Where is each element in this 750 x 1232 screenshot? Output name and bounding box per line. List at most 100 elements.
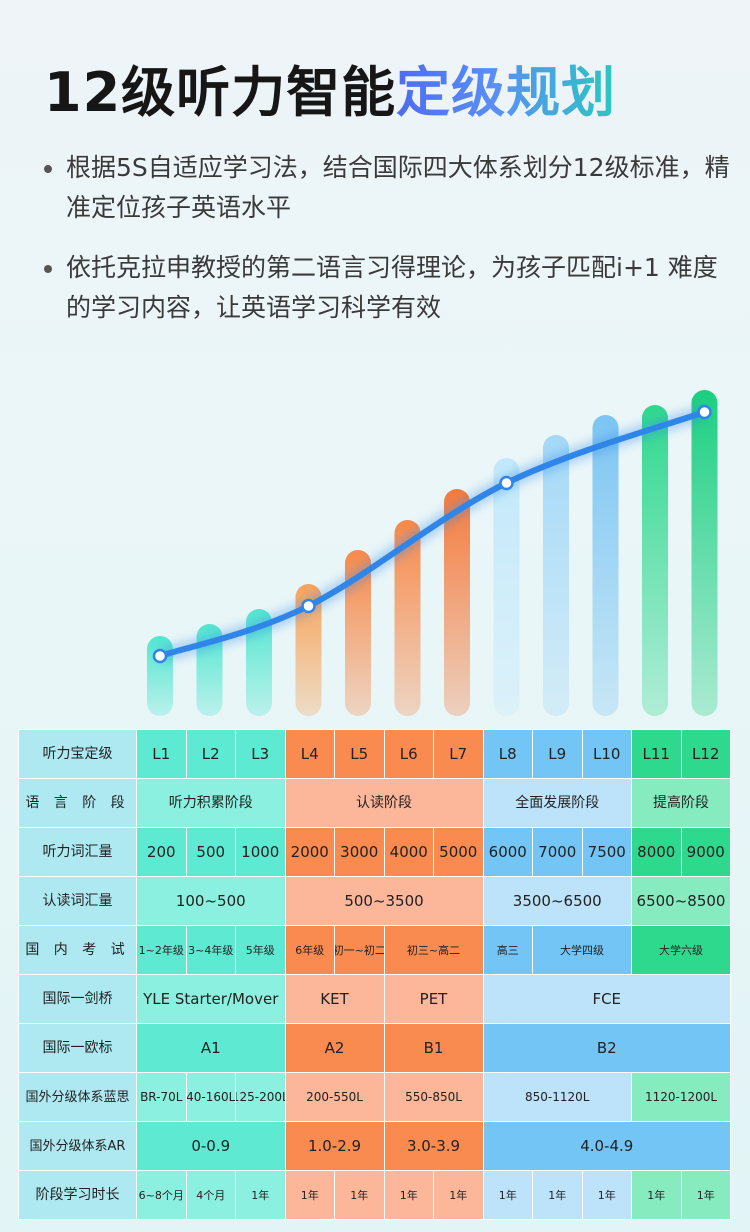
vocab-cell: 5000 bbox=[434, 828, 484, 877]
bullet-item: 根据5S自适应学习法，结合国际四大体系划分12级标准，精准定位孩子英语水平 bbox=[44, 148, 734, 228]
exam-cell: 初一~初二 bbox=[335, 926, 385, 975]
level-cell: L11 bbox=[632, 730, 682, 779]
bullet-dot-icon bbox=[44, 265, 52, 273]
bar-l10 bbox=[592, 415, 619, 716]
exam-cell: 大学六级 bbox=[632, 926, 731, 975]
duration-cell: 1年 bbox=[483, 1171, 533, 1220]
row-header-cambridge: 国际一剑桥 bbox=[19, 975, 137, 1024]
cambridge-cell: KET bbox=[285, 975, 385, 1024]
stage-cell: 听力积累阶段 bbox=[137, 779, 286, 828]
reading-vocab-cell: 500~3500 bbox=[285, 877, 484, 926]
row-header-listening-vocab: 听力词汇量 bbox=[19, 828, 137, 877]
bullet-text: 根据5S自适应学习法，结合国际四大体系划分12级标准，精准定位孩子英语水平 bbox=[66, 153, 730, 222]
reading-vocab-cell: 100~500 bbox=[137, 877, 286, 926]
exam-cell: 大学四级 bbox=[533, 926, 632, 975]
bullet-item: 依托克拉申教授的第二语言习得理论，为孩子匹配i+1 难度的学习内容，让英语学习科… bbox=[44, 248, 734, 328]
lexile-cell: 550-850L bbox=[384, 1073, 484, 1122]
growth-curve bbox=[157, 409, 708, 659]
row-header-reading-vocab: 认读词汇量 bbox=[19, 877, 137, 926]
cambridge-cell: FCE bbox=[483, 975, 731, 1024]
vocab-cell: 3000 bbox=[335, 828, 385, 877]
vocab-cell: 7000 bbox=[533, 828, 583, 877]
duration-cell: 1年 bbox=[335, 1171, 385, 1220]
bar-l4 bbox=[295, 584, 322, 716]
vocab-cell: 200 bbox=[137, 828, 187, 877]
row-header-duration: 阶段学习时长 bbox=[19, 1171, 137, 1220]
lexile-cell: 125-200L bbox=[236, 1073, 286, 1122]
level-cell: L12 bbox=[681, 730, 731, 779]
bar-l9 bbox=[543, 435, 569, 716]
stage-cell: 提高阶段 bbox=[632, 779, 731, 828]
level-cell: L4 bbox=[285, 730, 335, 779]
ar-cell: 4.0-4.9 bbox=[483, 1122, 731, 1171]
reading-vocab-cell: 3500~6500 bbox=[483, 877, 632, 926]
ar-cell: 3.0-3.9 bbox=[384, 1122, 484, 1171]
vocab-cell: 4000 bbox=[384, 828, 434, 877]
lexile-cell: 850-1120L bbox=[483, 1073, 632, 1122]
vocab-cell: 6000 bbox=[483, 828, 533, 877]
curve-point-l4 bbox=[301, 598, 316, 614]
row-header-level: 听力宝定级 bbox=[19, 730, 137, 779]
level-cell: L7 bbox=[434, 730, 484, 779]
bar-l8 bbox=[493, 458, 520, 716]
page-title: 12级听力智能定级规划 bbox=[44, 61, 617, 124]
bar-l5 bbox=[345, 550, 371, 716]
cefr-cell: B1 bbox=[384, 1024, 484, 1073]
row-header-cefr: 国际一欧标 bbox=[19, 1024, 137, 1073]
level-chart bbox=[147, 390, 718, 716]
row-header-domestic-exam: 国 内 考 试 bbox=[19, 926, 137, 975]
curve-point-l12 bbox=[697, 404, 712, 420]
level-cell: L6 bbox=[384, 730, 434, 779]
exam-cell: 5年级 bbox=[236, 926, 286, 975]
growth-curve-glow bbox=[157, 405, 707, 663]
bar-l7 bbox=[444, 489, 470, 716]
level-cell: L5 bbox=[335, 730, 385, 779]
duration-cell: 1年 bbox=[384, 1171, 434, 1220]
vocab-cell: 2000 bbox=[285, 828, 335, 877]
stage-cell: 认读阶段 bbox=[285, 779, 484, 828]
vocab-cell: 500 bbox=[186, 828, 236, 877]
vocab-cell: 7500 bbox=[582, 828, 632, 877]
duration-cell: 1年 bbox=[632, 1171, 682, 1220]
level-cell: L3 bbox=[236, 730, 286, 779]
lexile-cell: 40-160L bbox=[186, 1073, 236, 1122]
duration-cell: 1年 bbox=[533, 1171, 583, 1220]
vocab-cell: 1000 bbox=[236, 828, 286, 877]
curve-point-l1 bbox=[152, 648, 168, 664]
curve-point-l8 bbox=[499, 475, 514, 491]
stage-cell: 全面发展阶段 bbox=[483, 779, 632, 828]
lexile-cell: BR-70L bbox=[137, 1073, 187, 1122]
duration-cell: 1年 bbox=[434, 1171, 484, 1220]
duration-cell: 1年 bbox=[582, 1171, 632, 1220]
level-cell: L1 bbox=[137, 730, 187, 779]
cefr-cell: B2 bbox=[483, 1024, 731, 1073]
exam-cell: 高三 bbox=[483, 926, 533, 975]
exam-cell: 3~4年级 bbox=[186, 926, 236, 975]
bullet-text: 依托克拉申教授的第二语言习得理论，为孩子匹配i+1 难度的学习内容，让英语学习科… bbox=[66, 253, 718, 322]
vocab-cell: 8000 bbox=[632, 828, 682, 877]
lexile-cell: 200-550L bbox=[285, 1073, 385, 1122]
vocab-cell: 9000 bbox=[681, 828, 731, 877]
row-header-stage: 语 言 阶 段 bbox=[19, 779, 137, 828]
bar-l11 bbox=[642, 405, 668, 716]
row-header-lexile: 国外分级体系蓝思 bbox=[19, 1073, 137, 1122]
lexile-cell: 1120-1200L bbox=[632, 1073, 731, 1122]
ar-cell: 0-0.9 bbox=[137, 1122, 286, 1171]
exam-cell: 1~2年级 bbox=[137, 926, 187, 975]
cambridge-cell: YLE Starter/Mover bbox=[137, 975, 286, 1024]
bar-l6 bbox=[394, 520, 421, 716]
duration-cell: 6~8个月 bbox=[137, 1171, 187, 1220]
bullet-dot-icon bbox=[44, 165, 52, 173]
row-header-ar: 国外分级体系AR bbox=[19, 1122, 137, 1171]
cefr-cell: A2 bbox=[285, 1024, 385, 1073]
level-cell: L10 bbox=[582, 730, 632, 779]
reading-vocab-cell: 6500~8500 bbox=[632, 877, 731, 926]
bar-l12 bbox=[691, 390, 718, 716]
intro-bullets: 根据5S自适应学习法，结合国际四大体系划分12级标准，精准定位孩子英语水平 依托… bbox=[44, 148, 734, 348]
level-cell: L2 bbox=[186, 730, 236, 779]
level-table: 听力宝定级 L1 L2 L3 L4 L5 L6 L7 L8 L9 L10 L11… bbox=[18, 729, 731, 1220]
duration-cell: 4个月 bbox=[186, 1171, 236, 1220]
ar-cell: 1.0-2.9 bbox=[285, 1122, 385, 1171]
cambridge-cell: PET bbox=[384, 975, 484, 1024]
level-cell: L9 bbox=[533, 730, 583, 779]
